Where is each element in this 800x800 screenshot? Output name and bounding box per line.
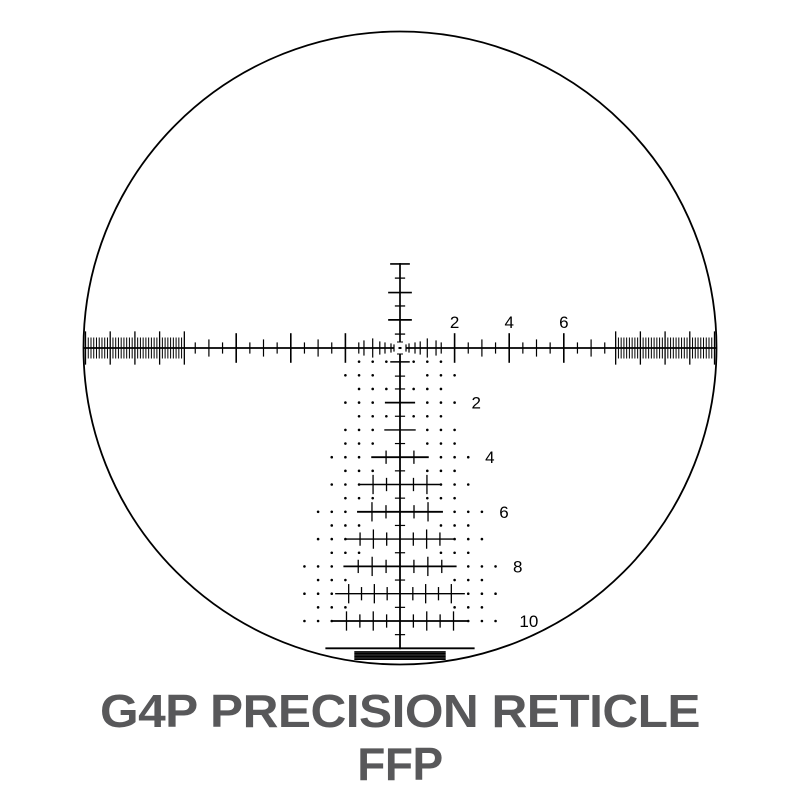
- svg-text:8: 8: [513, 557, 522, 576]
- svg-text:2: 2: [450, 313, 459, 332]
- svg-text:6: 6: [559, 313, 568, 332]
- svg-text:6: 6: [499, 503, 508, 522]
- svg-text:4: 4: [504, 313, 513, 332]
- svg-text:G4P PRECISION RETICLE: G4P PRECISION RETICLE: [100, 685, 700, 737]
- svg-text:FFP: FFP: [357, 738, 442, 790]
- svg-text:4: 4: [485, 448, 494, 467]
- svg-text:10: 10: [519, 612, 538, 631]
- svg-text:2: 2: [471, 394, 480, 413]
